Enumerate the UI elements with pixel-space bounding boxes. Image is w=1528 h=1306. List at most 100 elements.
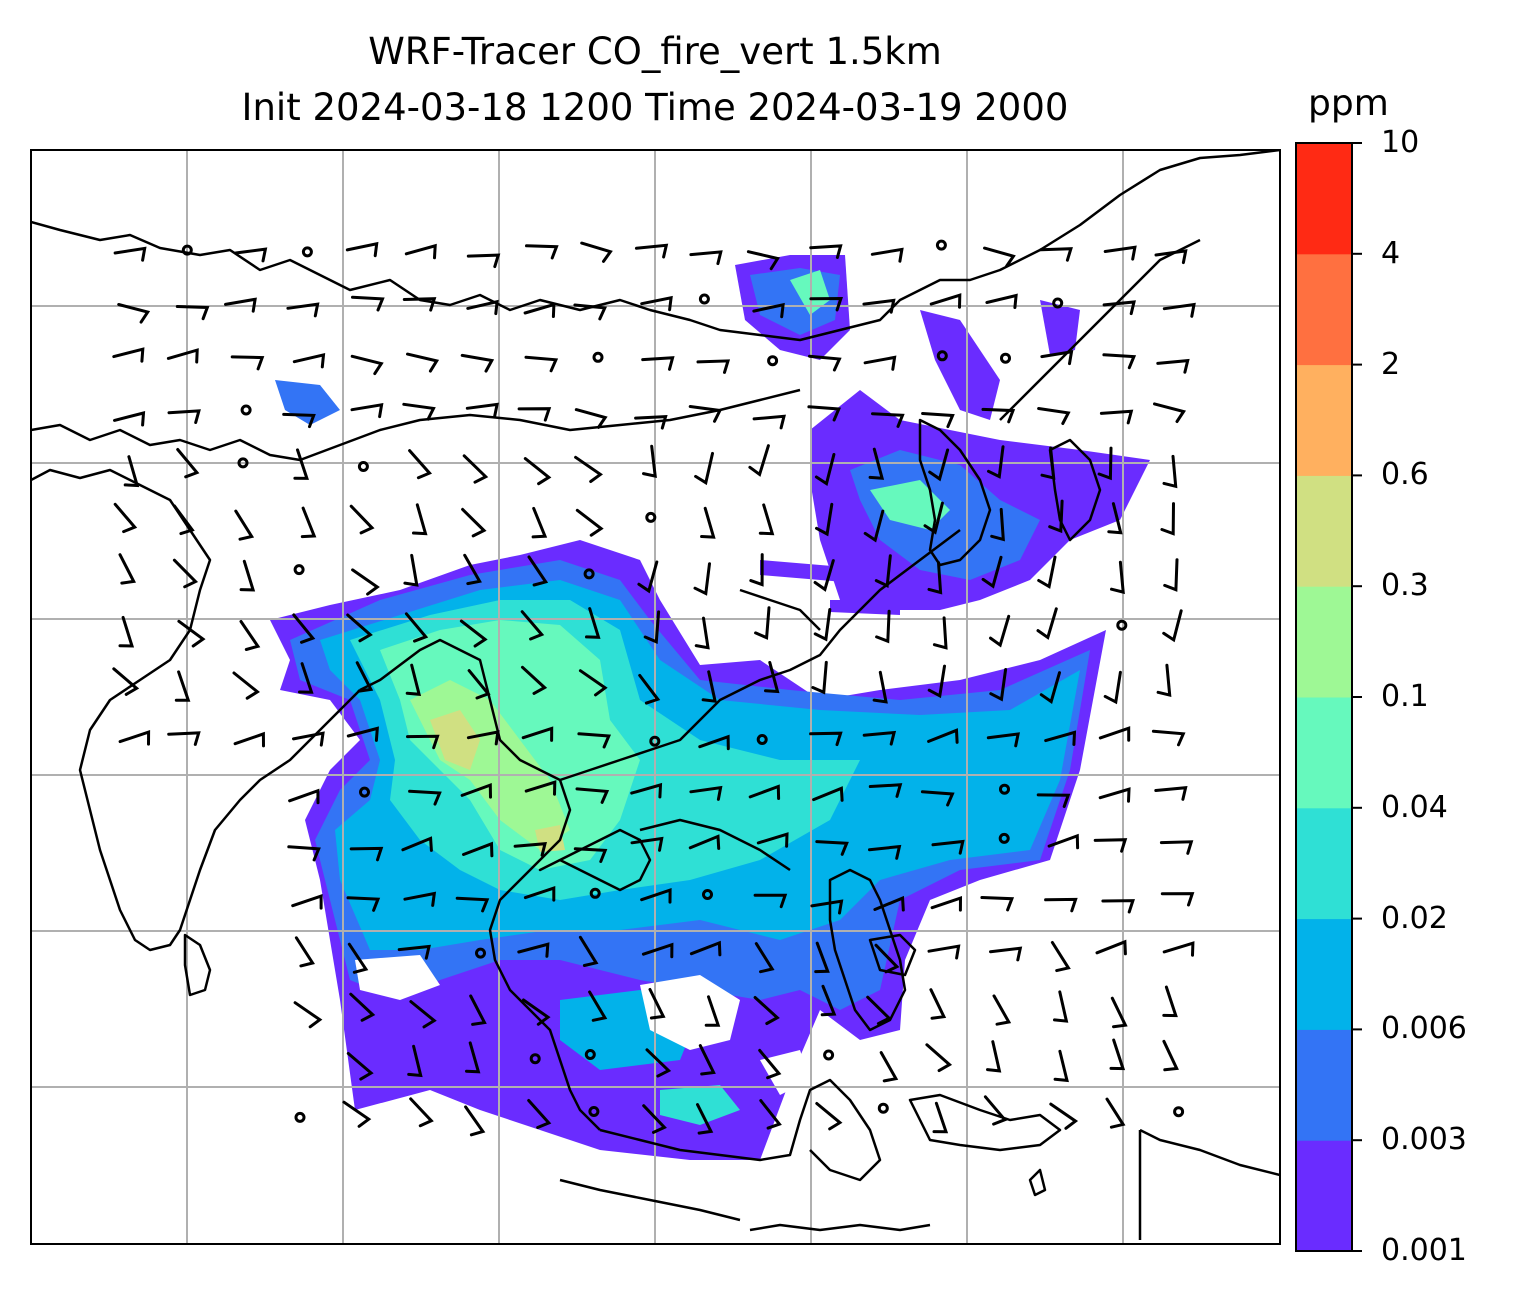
wind-barb [807,405,842,422]
wind-barb [868,447,885,480]
colorbar-tick-label: 0.02 [1381,900,1448,936]
wind-barb [527,1099,552,1129]
colorbar-tick-label: 0.006 [1381,1011,1467,1047]
colorbar-tick-label: 0.003 [1381,1122,1467,1158]
wind-barb [927,944,961,960]
wind-barb [292,352,326,369]
wind-barb [700,506,716,539]
wind-barb [517,407,552,422]
wind-barb [346,613,373,643]
wind-barb [409,1000,437,1029]
wind-barb [288,788,320,805]
calm-wind-marker [698,293,710,305]
wind-barb [986,732,1020,748]
wind-barb [1101,899,1135,914]
wind-barb [862,730,897,746]
wind-barb [758,503,775,536]
wind-barb [931,839,965,855]
wind-barb [294,936,315,968]
wind-barb [342,1100,372,1128]
wind-barb [1162,454,1178,489]
wind-barb [1163,558,1179,592]
wind-barb [921,412,955,429]
wind-barb [756,832,789,848]
wind-barb [815,840,849,856]
wind-barb [465,1041,481,1074]
calm-wind-marker [294,1111,306,1123]
wind-barb [928,448,950,482]
wind-barb [641,942,674,959]
wind-barb [754,942,775,974]
wind-barb [520,610,545,641]
wind-barb [513,842,547,857]
wind-barb [981,555,1003,589]
wind-barb [117,303,151,324]
colorbar-unit: ppm [1308,83,1389,124]
wind-barb [643,610,661,645]
wind-barb [688,834,721,850]
wind-barb [808,354,842,372]
wind-barb [1162,985,1178,1018]
wind-barb [689,250,723,266]
calm-wind-marker [935,239,947,251]
wind-barb [1036,793,1071,808]
wind-barb [346,1052,374,1081]
wind-barb [292,613,316,644]
wind-barb [1162,941,1195,957]
calm-wind-marker [589,887,601,899]
wind-barb [746,250,780,271]
colorbar-segment [1296,475,1352,587]
wind-barb [466,730,500,746]
wind-barb [347,942,369,974]
wind-barb [1109,1038,1126,1071]
wind-barb [1156,663,1172,698]
wind-barb [753,996,780,1025]
wind-barb [879,1051,899,1083]
wind-barb [932,1101,949,1134]
calm-wind-marker [645,511,657,523]
wind-barb [701,670,718,703]
wind-barb [758,1048,782,1080]
wind-barb [1162,1039,1179,1072]
wind-barb [578,669,608,697]
wind-barb [863,509,885,543]
colorbar-tick-label: 4 [1381,235,1401,271]
wind-barb [464,1105,486,1137]
colorbar-tick-label: 0.1 [1381,679,1429,714]
calm-wind-marker [877,1102,889,1114]
wind-barb [642,444,657,479]
wind-barb [404,612,429,643]
wind-barb [172,558,199,589]
calm-wind-marker [301,246,313,258]
wind-barb [234,509,255,541]
wind-barb [345,241,379,258]
wind-barb [748,444,770,477]
wind-barb [929,293,962,309]
wind-barb [1099,409,1134,425]
wind-barb [813,608,832,642]
wind-barb [748,784,781,800]
wind-barb [573,847,608,863]
wind-barb [634,414,668,430]
map-subtitle: Init 2024-03-18 1200 Time 2024-03-19 200… [241,86,1069,129]
wind-barb [522,998,551,1026]
colorbar-tick-label: 0.6 [1381,457,1429,493]
wind-barb [1103,670,1122,705]
wind-barb [1154,786,1188,801]
calm-wind-marker [1173,1106,1185,1118]
wind-barb [983,246,1016,268]
wind-barb [167,731,201,746]
colorbar-tick-label: 0.3 [1381,568,1429,604]
wind-barb [521,665,548,695]
wind-barb [174,670,191,702]
calm-wind-marker [475,947,486,959]
wind-barb [232,671,260,700]
wind-barb [233,731,265,748]
calm-wind-marker [649,735,661,747]
tracer-field [270,255,1150,1160]
wind-barb [123,455,140,488]
wind-barb [870,247,904,263]
wind-barb [172,504,195,536]
wind-barb [694,616,710,650]
wind-barb [753,893,788,909]
